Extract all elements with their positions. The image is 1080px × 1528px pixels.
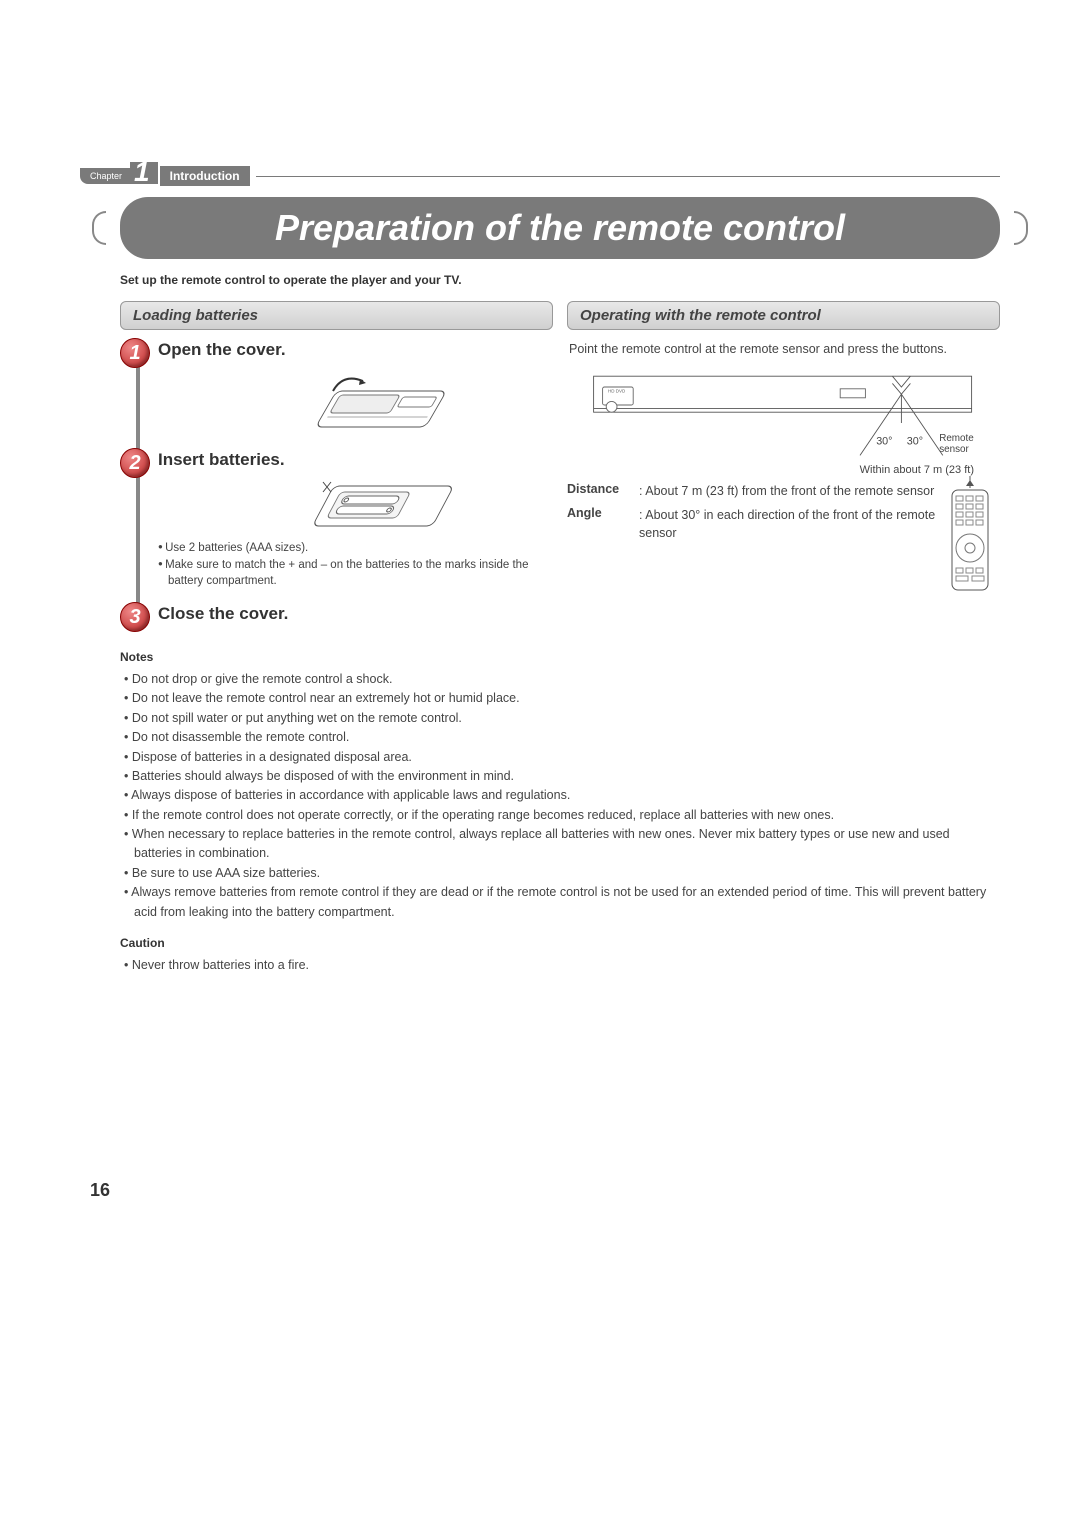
chapter-rule (256, 176, 1000, 177)
insert-batteries-illustration (268, 476, 478, 534)
step-3: 3 Close the cover. (158, 604, 553, 624)
chapter-bar: Chapter 1 Introduction (80, 165, 1000, 187)
angle-left-label: 30° (876, 435, 892, 447)
angle-label: Angle (567, 506, 639, 542)
step-badge-1: 1 (120, 338, 150, 368)
notes-title: Notes (120, 650, 1000, 664)
note-item: If the remote control does not operate c… (120, 806, 1000, 825)
step-2-bullet-2: Make sure to match the + and – on the ba… (158, 557, 553, 590)
step-2-bullets: Use 2 batteries (AAA sizes). Make sure t… (158, 540, 553, 590)
chapter-title: Introduction (158, 166, 252, 186)
note-item: Dispose of batteries in a designated dis… (120, 748, 1000, 767)
angle-row: Angle : About 30° in each direction of t… (567, 506, 940, 542)
step-connector-line (136, 358, 140, 614)
caution-title: Caution (120, 936, 1000, 950)
remote-sensor-diagram: HD DVD 30° 30° Remote sensor (567, 369, 1000, 459)
step-1: 1 Open the cover. (158, 340, 553, 436)
remote-control-icon (940, 476, 1000, 596)
step-2-title: Insert batteries. (158, 450, 553, 470)
within-distance-label: Within about 7 m (23 ft) (567, 464, 1000, 476)
distance-text: : About 7 m (23 ft) from the front of th… (639, 482, 940, 500)
note-item: Be sure to use AAA size batteries. (120, 864, 1000, 883)
open-cover-illustration (268, 366, 478, 436)
step-badge-2: 2 (120, 448, 150, 478)
note-item: Always dispose of batteries in accordanc… (120, 786, 1000, 805)
note-item: Batteries should always be disposed of w… (120, 767, 1000, 786)
loading-header: Loading batteries (120, 301, 553, 330)
notes-section: Notes Do not drop or give the remote con… (120, 650, 1000, 922)
remote-sensor-label: Remote (939, 433, 974, 444)
distance-label: Distance (567, 482, 639, 500)
angle-right-label: 30° (907, 435, 923, 447)
note-item: When necessary to replace batteries in t… (120, 825, 1000, 864)
caution-section: Caution Never throw batteries into a fir… (120, 936, 1000, 975)
note-item: Always remove batteries from remote cont… (120, 883, 1000, 922)
disc-tray-label: HD DVD (608, 388, 626, 393)
loading-batteries-section: Loading batteries 1 Open the cover. (120, 301, 553, 630)
page-title: Preparation of the remote control (144, 207, 976, 249)
page-title-pill: Preparation of the remote control (120, 197, 1000, 259)
page-number: 16 (90, 1180, 110, 1201)
angle-text: : About 30° in each direction of the fro… (639, 506, 940, 542)
step-1-title: Open the cover. (158, 340, 286, 360)
step-2-bullet-1: Use 2 batteries (AAA sizes). (158, 540, 553, 557)
operating-intro: Point the remote control at the remote s… (569, 340, 1000, 359)
chapter-number: 1 (130, 162, 158, 184)
caution-list: Never throw batteries into a fire. (120, 956, 1000, 975)
svg-text:sensor: sensor (939, 444, 969, 455)
step-3-title: Close the cover. (158, 604, 553, 624)
notes-list: Do not drop or give the remote control a… (120, 670, 1000, 922)
distance-row: Distance : About 7 m (23 ft) from the fr… (567, 482, 940, 500)
note-item: Do not disassemble the remote control. (120, 728, 1000, 747)
operating-section: Operating with the remote control Point … (567, 301, 1000, 630)
page-subtitle: Set up the remote control to operate the… (120, 273, 1000, 287)
step-badge-3: 3 (120, 602, 150, 632)
note-item: Do not leave the remote control near an … (120, 689, 1000, 708)
operating-header: Operating with the remote control (567, 301, 1000, 330)
step-2: 2 Insert batteries. (158, 450, 553, 590)
caution-item: Never throw batteries into a fire. (120, 956, 1000, 975)
note-item: Do not drop or give the remote control a… (120, 670, 1000, 689)
chapter-label: Chapter (80, 168, 130, 184)
note-item: Do not spill water or put anything wet o… (120, 709, 1000, 728)
